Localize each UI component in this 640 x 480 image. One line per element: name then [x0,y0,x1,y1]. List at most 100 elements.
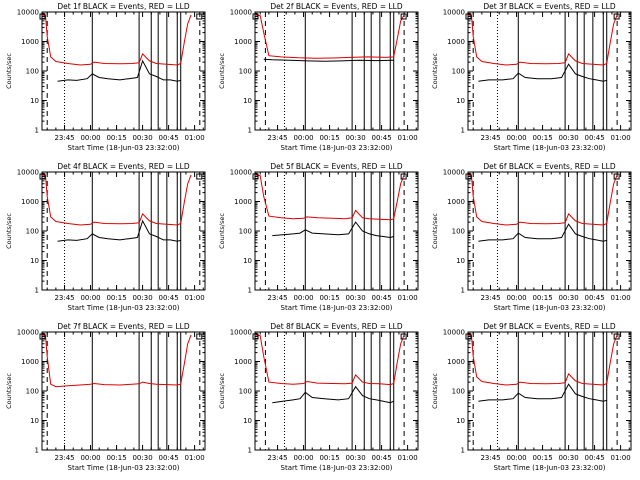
start-marker [465,333,472,340]
series-line-lld [254,334,405,386]
y-tick-label: 10 [30,417,39,425]
x-tick-label: 00:15 [532,294,552,302]
x-tick-label: 00:00 [293,134,313,142]
x-tick-label: 00:45 [158,134,178,142]
y-tick-label: 10000 [443,9,465,17]
x-tick-label: 00:30 [132,454,152,462]
series-line-lld [41,334,192,388]
panel-det-8: Det 8f BLACK = Events, RED = LLD 1 10 100 10… [218,322,419,472]
x-tick-label: 23:45 [54,134,74,142]
x-tick-label: 01:00 [185,294,205,302]
x-tick-label: 23:45 [54,454,74,462]
series-line-lld [41,174,192,226]
y-tick-label: 1 [248,447,252,455]
x-tick-label: 01:00 [185,134,205,142]
y-axis-label: Counts/sec [5,53,13,89]
panel-det-5: Det 5f BLACK = Events, RED = LLD 1 10 100 10… [218,162,419,312]
y-tick-label: 10 [456,257,465,265]
end-marker [613,173,620,180]
x-tick-label: 00:15 [106,294,126,302]
y-tick-label: 1000 [447,358,465,366]
x-tick-label: 00:00 [506,134,526,142]
y-tick-label: 10000 [443,329,465,337]
x-axis-label: Start Time (18-Jun-03 23:32:00) [68,304,180,312]
x-tick-label: 00:45 [158,294,178,302]
y-tick-label: 100 [239,388,252,396]
start-marker [39,333,46,340]
start-marker [39,13,46,20]
y-axis-label: Counts/sec [218,53,226,89]
panel-det-6: Det 6f BLACK = Events, RED = LLD 1 10 100 10… [431,162,632,312]
y-tick-label: 100 [26,68,39,76]
x-axis-label: Start Time (18-Jun-03 23:32:00) [68,144,180,152]
end-marker [613,13,620,20]
y-tick-label: 10000 [17,9,39,17]
end-marker [400,173,407,180]
panel-title: Det 8f BLACK = Events, RED = LLD [270,322,403,331]
series-line-events [478,63,607,82]
x-tick-label: 00:30 [345,454,365,462]
panel-title: Det 9f BLACK = Events, RED = LLD [483,322,616,331]
x-tick-label: 00:30 [132,134,152,142]
x-tick-label: 00:30 [558,134,578,142]
panel-title: Det 3f BLACK = Events, RED = LLD [483,2,616,11]
x-tick-label: 00:00 [80,294,100,302]
y-axis-label: Counts/sec [431,213,439,249]
y-tick-label: 100 [452,228,465,236]
x-tick-label: 00:15 [532,134,552,142]
panel-title: Det 7f BLACK = Events, RED = LLD [57,322,190,331]
series-line-events [57,219,181,242]
start-marker [252,333,259,340]
start-marker [39,173,46,180]
y-tick-label: 10000 [17,169,39,177]
panel-det-4: Det 4f BLACK = Events, RED = LLD 1 10 100 10… [5,162,206,312]
x-tick-label: 00:15 [106,454,126,462]
x-tick-label: 00:15 [106,134,126,142]
x-tick-label: 00:00 [293,454,313,462]
y-tick-label: 1 [248,127,252,135]
x-tick-label: 00:15 [319,454,339,462]
x-tick-label: 00:00 [506,454,526,462]
series-line-events [263,58,394,62]
x-tick-label: 01:00 [398,454,418,462]
panel-det-9: Det 9f BLACK = Events, RED = LLD 1 10 100 10… [431,322,632,472]
x-tick-label: 00:00 [80,454,100,462]
x-axis-label: Start Time (18-Jun-03 23:32:00) [281,464,393,472]
x-tick-label: 00:00 [506,294,526,302]
x-tick-label: 23:45 [267,134,287,142]
x-tick-label: 01:00 [611,134,631,142]
y-axis-label: Counts/sec [218,373,226,409]
y-tick-label: 1000 [21,38,39,46]
x-tick-label: 01:00 [398,134,418,142]
x-tick-label: 23:45 [267,454,287,462]
panel-title: Det 4f BLACK = Events, RED = LLD [57,162,190,171]
panel-det-1: Det 1f BLACK = Events, RED = LLD 1 10 100 10… [5,2,206,152]
x-axis-label: Start Time (18-Jun-03 23:32:00) [494,304,606,312]
start-marker [465,13,472,20]
x-tick-label: 01:00 [611,454,631,462]
start-marker [252,173,259,180]
y-tick-label: 10 [456,97,465,105]
x-tick-label: 00:30 [345,134,365,142]
end-marker [196,333,203,340]
x-tick-label: 00:45 [584,294,604,302]
panel-title: Det 6f BLACK = Events, RED = LLD [483,162,616,171]
end-marker [196,13,203,20]
y-tick-label: 1000 [21,358,39,366]
series-line-events [478,383,607,402]
x-tick-label: 00:15 [319,294,339,302]
y-axis-label: Counts/sec [5,213,13,249]
x-tick-label: 23:45 [480,454,500,462]
panel-title: Det 2f BLACK = Events, RED = LLD [270,2,403,11]
x-tick-label: 00:15 [532,454,552,462]
x-tick-label: 00:30 [345,294,365,302]
y-axis-label: Counts/sec [431,373,439,409]
series-line-lld [254,174,405,221]
y-tick-label: 10000 [17,329,39,337]
x-axis-label: Start Time (18-Jun-03 23:32:00) [281,304,393,312]
x-tick-label: 01:00 [398,294,418,302]
y-tick-label: 100 [26,388,39,396]
y-tick-label: 10 [30,97,39,105]
y-tick-label: 1000 [447,38,465,46]
